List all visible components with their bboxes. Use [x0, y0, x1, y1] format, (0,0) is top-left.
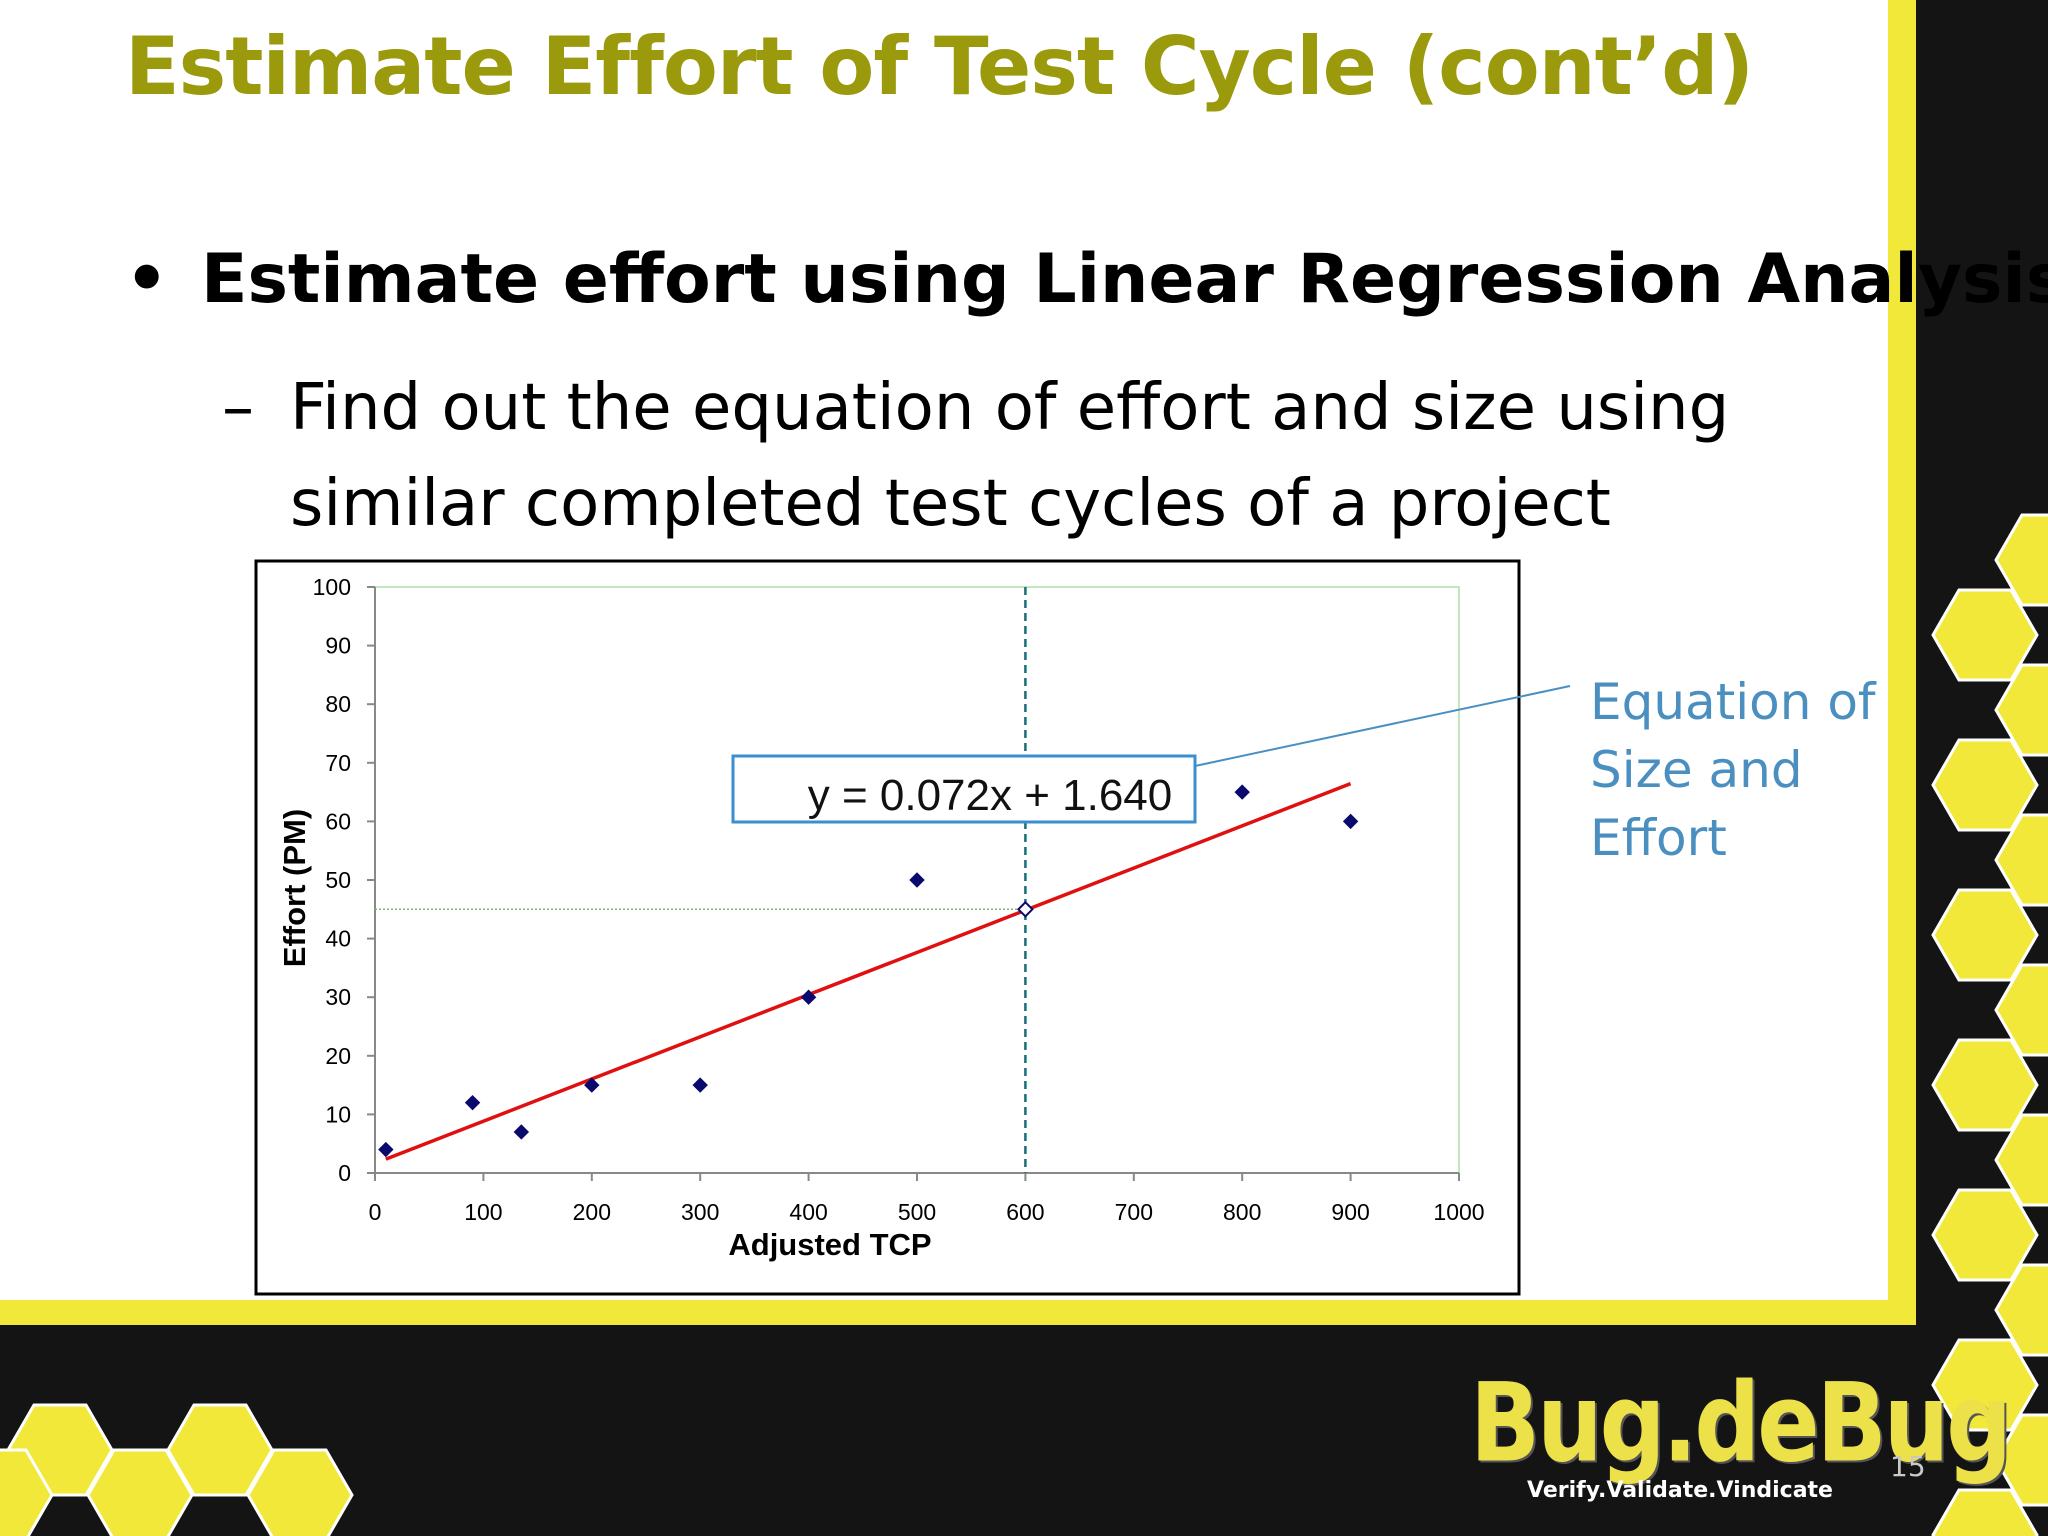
data-point: [584, 1077, 600, 1093]
x-tick-label: 700: [1115, 1199, 1153, 1225]
main-bullet-text: Estimate effort using Linear Regression …: [201, 240, 2048, 319]
x-tick-label: 300: [681, 1199, 719, 1225]
honeycomb-cell: [1994, 1413, 2048, 1507]
honeycomb-cell: [1994, 513, 2048, 607]
callout-text: Equation of Size and Effort: [1590, 673, 1876, 867]
honeycomb-cell: [1994, 813, 2048, 907]
x-tick-label: 500: [898, 1199, 936, 1225]
honeycomb-cell: [1994, 1263, 2048, 1357]
honeycomb-cell: [1931, 1188, 2039, 1282]
logo-tagline: Verify.Validate.Vindicate: [1527, 1478, 1833, 1503]
slide-title: Estimate Effort of Test Cycle (cont’d): [125, 20, 1754, 113]
trend-line: [385, 782, 1352, 1161]
honeycomb-cell: [1931, 1338, 2039, 1432]
data-point: [1016, 900, 1034, 918]
sub-bullet-text: Find out the equation of effort and size…: [290, 371, 1730, 541]
y-tick-label: 80: [325, 691, 351, 717]
y-tick-label: 60: [325, 808, 351, 834]
y-tick-label: 10: [325, 1101, 351, 1127]
logo-wordmark: Bug.deBug: [1470, 1360, 2012, 1487]
honeycomb-decoration: [0, 513, 2048, 1536]
x-tick-label: 800: [1223, 1199, 1261, 1225]
honeycomb-cell: [1931, 1488, 2039, 1536]
y-tick-label: 100: [313, 574, 351, 600]
y-tick-label: 20: [325, 1043, 351, 1069]
data-point: [800, 989, 817, 1005]
honeycomb-cell: [1994, 963, 2048, 1057]
data-point: [513, 1124, 530, 1140]
honeycomb-cell: [0, 1448, 54, 1536]
x-axis-title: Adjusted TCP: [728, 1227, 931, 1262]
honeycomb-cell: [86, 1448, 194, 1536]
equation-label: y = 0.072x + 1.640: [808, 771, 1173, 820]
honeycomb-cell: [1931, 738, 2039, 832]
honeycomb-cell: [1931, 1038, 2039, 1132]
x-tick-label: 600: [1006, 1199, 1044, 1225]
x-tick-label: 400: [789, 1199, 827, 1225]
x-tick-label: 0: [369, 1199, 382, 1225]
honeycomb-cell: [1994, 1113, 2048, 1207]
honeycomb-cell: [1931, 888, 2039, 982]
y-tick-label: 50: [325, 867, 351, 893]
y-tick-label: 90: [325, 633, 351, 659]
callout-leader-line: [1194, 685, 1571, 767]
data-point: [464, 1094, 481, 1111]
sub-bullet: – Find out the equation of effort and si…: [222, 360, 1862, 552]
y-tick-label: 0: [338, 1160, 351, 1186]
page-number: 15: [1890, 1450, 1926, 1483]
x-tick-label: 100: [464, 1199, 502, 1225]
honeycomb-cell: [166, 1403, 274, 1497]
data-point: [692, 1077, 708, 1093]
honeycomb-cell: [1931, 588, 2039, 682]
sub-bullet-dash: –: [222, 371, 254, 445]
data-point: [909, 872, 925, 888]
y-tick-label: 70: [325, 750, 351, 776]
company-logo: Bug.deBug Verify.Validate.Vindicate: [1470, 1360, 2012, 1510]
bullet-dot-icon: •: [125, 240, 169, 319]
x-tick-label: 1000: [1433, 1199, 1484, 1225]
honeycomb-cell: [1994, 663, 2048, 757]
x-tick-label: 200: [573, 1199, 611, 1225]
equation-box: [731, 754, 1197, 824]
data-point: [1342, 813, 1359, 830]
y-tick-label: 40: [325, 926, 351, 952]
honeycomb-cell: [246, 1448, 354, 1536]
y-axis-title: Effort (PM): [277, 809, 312, 967]
data-point: [1234, 784, 1250, 800]
main-bullet: • Estimate effort using Linear Regression…: [125, 240, 2048, 319]
x-tick-label: 900: [1331, 1199, 1369, 1225]
y-tick-label: 30: [325, 984, 351, 1010]
data-point: [378, 1141, 394, 1158]
